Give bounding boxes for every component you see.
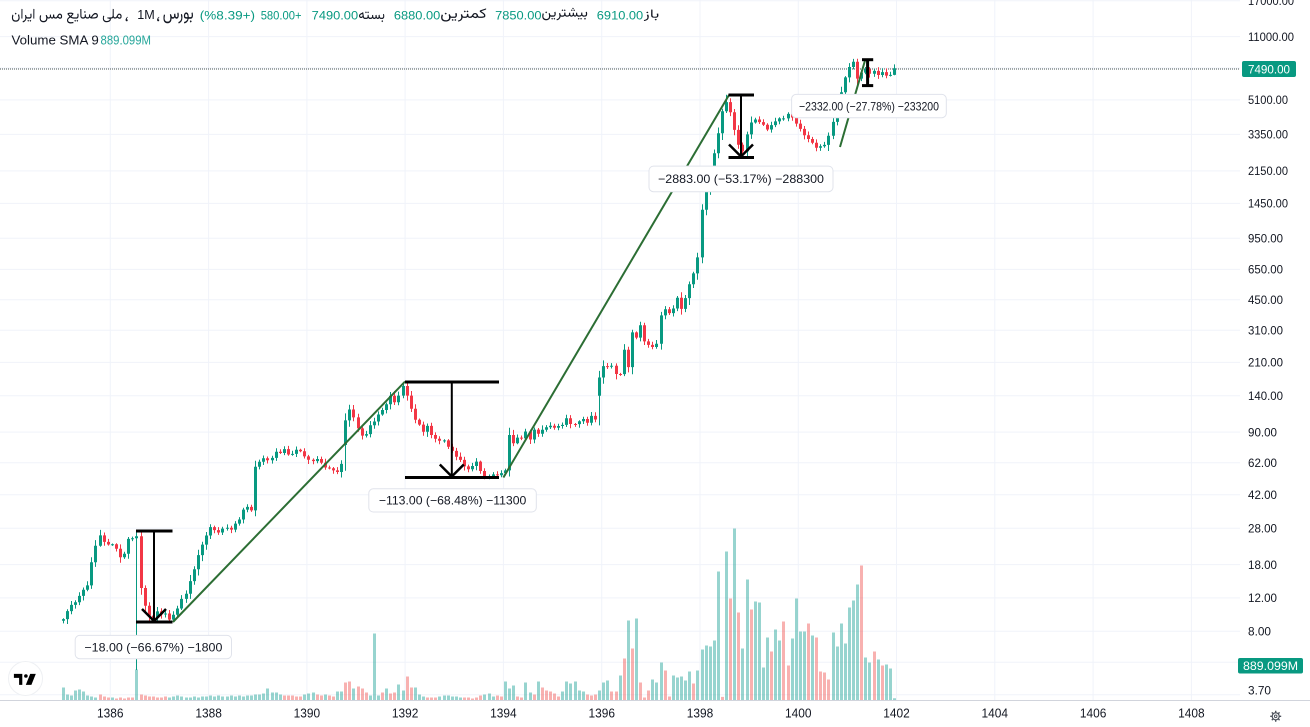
svg-text:62.00: 62.00: [1248, 456, 1277, 470]
svg-text:7850.00: 7850.00: [495, 8, 542, 22]
svg-text:889.099M: 889.099M: [101, 34, 152, 48]
svg-text:11000.00: 11000.00: [1248, 30, 1294, 44]
svg-text:580.00+: 580.00+: [261, 8, 302, 22]
svg-text:6880.00: 6880.00: [394, 8, 441, 22]
svg-text:1400: 1400: [785, 706, 812, 721]
svg-text:6910.00: 6910.00: [597, 8, 644, 22]
svg-text:90.00: 90.00: [1248, 425, 1277, 439]
svg-text:1394: 1394: [490, 706, 517, 721]
svg-text:1388: 1388: [195, 706, 222, 721]
svg-text:1386: 1386: [97, 706, 124, 721]
svg-text:1402: 1402: [883, 706, 910, 721]
svg-text:7490.00: 7490.00: [312, 8, 359, 22]
svg-text:650.00: 650.00: [1248, 263, 1283, 277]
svg-text:450.00: 450.00: [1248, 293, 1283, 307]
svg-text:2150.00: 2150.00: [1248, 164, 1288, 178]
svg-text:310.00: 310.00: [1248, 324, 1283, 338]
svg-text:42.00: 42.00: [1248, 488, 1277, 502]
svg-text:140.00: 140.00: [1248, 389, 1283, 403]
svg-text:1396: 1396: [588, 706, 615, 721]
svg-text:−113.00 (−68.48%) −11300: −113.00 (−68.48%) −11300: [379, 494, 527, 508]
svg-text:1398: 1398: [687, 706, 714, 721]
svg-text:Volume SMA 9: Volume SMA 9: [12, 33, 99, 48]
svg-text:17000.00: 17000.00: [1248, 0, 1294, 8]
svg-text:1450.00: 1450.00: [1248, 197, 1288, 211]
svg-text:12.00: 12.00: [1248, 591, 1277, 605]
svg-text:210.00: 210.00: [1248, 356, 1283, 370]
svg-text:−2332.00 (−27.78%) −233200: −2332.00 (−27.78%) −233200: [799, 99, 939, 113]
svg-text:1404: 1404: [982, 706, 1009, 721]
svg-text:1390: 1390: [294, 706, 321, 721]
svg-text:950.00: 950.00: [1248, 232, 1283, 246]
svg-text:3.70: 3.70: [1248, 684, 1271, 698]
svg-text:7490.00: 7490.00: [1248, 62, 1290, 76]
svg-text:1406: 1406: [1080, 706, 1107, 721]
svg-text:5100.00: 5100.00: [1248, 93, 1288, 107]
svg-text:−2883.00 (−53.17%) −288300: −2883.00 (−53.17%) −288300: [658, 172, 824, 186]
svg-text:1M: 1M: [137, 8, 155, 22]
svg-text:1408: 1408: [1178, 706, 1205, 721]
svg-text:−18.00 (−66.67%) −1800: −18.00 (−66.67%) −1800: [84, 640, 222, 654]
svg-text:1392: 1392: [392, 706, 419, 721]
svg-text:8.00: 8.00: [1248, 625, 1271, 639]
svg-text:889.099M: 889.099M: [1243, 659, 1298, 673]
svg-text:18.00: 18.00: [1248, 558, 1277, 572]
svg-text:(%8.39+): (%8.39+): [200, 8, 255, 22]
svg-text:3350.00: 3350.00: [1248, 128, 1288, 142]
svg-text:28.00: 28.00: [1248, 522, 1277, 536]
